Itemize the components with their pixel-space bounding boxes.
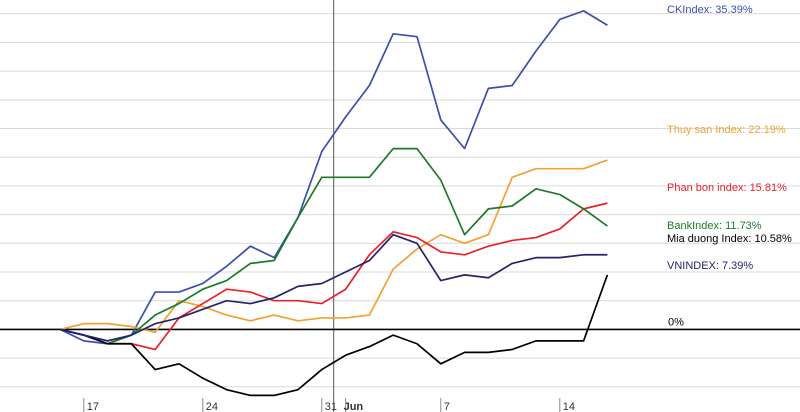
series-label-mia-duong-index: Mia duong Index: 10.58% — [667, 233, 792, 245]
x-tick-label: 7 — [444, 401, 450, 412]
series-line-mia-duong-index — [59, 274, 609, 397]
gridlines — [0, 13, 800, 388]
x-tick-label: 31 — [325, 401, 337, 412]
series-label-thuy-san-index: Thuy san Index: 22.19% — [667, 124, 786, 136]
series-line-bankindex — [59, 147, 608, 345]
series-lines — [59, 10, 609, 397]
zero-percent-label: 0% — [668, 316, 684, 328]
series-label-vnindex: VNINDEX: 7.39% — [667, 260, 753, 272]
series-line-vnindex — [59, 233, 608, 342]
series-label-ckindex: CKIndex: 35.39% — [667, 4, 753, 16]
series-line-ckindex — [59, 10, 608, 345]
series-labels: CKIndex: 35.39% Thuy san Index: 22.19% Pha… — [667, 4, 792, 272]
series-label-phan-bon-index: Phan bon index: 15.81% — [667, 182, 787, 194]
x-tick-label: 17 — [87, 401, 99, 412]
x-tick-label: Jun — [344, 401, 364, 412]
series-line-thuy-san-index — [59, 159, 608, 334]
x-axis-ticks: 17 24 31 Jun 7 14 — [83, 398, 575, 412]
series-label-bankindex: BankIndex: 11.73% — [667, 220, 762, 232]
x-tick-label: 14 — [563, 401, 575, 412]
x-tick-label: 24 — [206, 401, 218, 412]
series-line-phan-bon-index — [59, 202, 608, 351]
